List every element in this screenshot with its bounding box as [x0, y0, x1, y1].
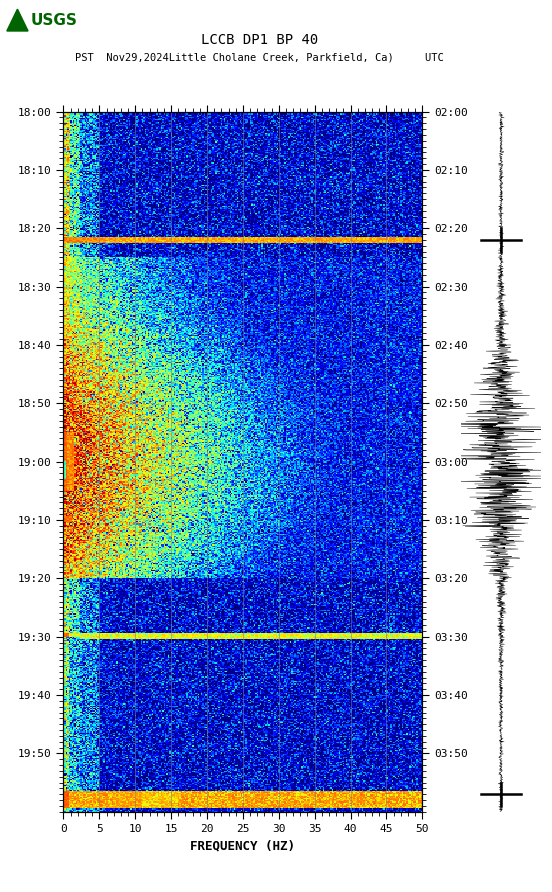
- Text: PST  Nov29,2024Little Cholane Creek, Parkfield, Ca)     UTC: PST Nov29,2024Little Cholane Creek, Park…: [75, 53, 444, 63]
- Text: LCCB DP1 BP 40: LCCB DP1 BP 40: [201, 33, 318, 47]
- Polygon shape: [7, 9, 28, 31]
- X-axis label: FREQUENCY (HZ): FREQUENCY (HZ): [190, 839, 295, 852]
- Text: USGS: USGS: [31, 12, 78, 28]
